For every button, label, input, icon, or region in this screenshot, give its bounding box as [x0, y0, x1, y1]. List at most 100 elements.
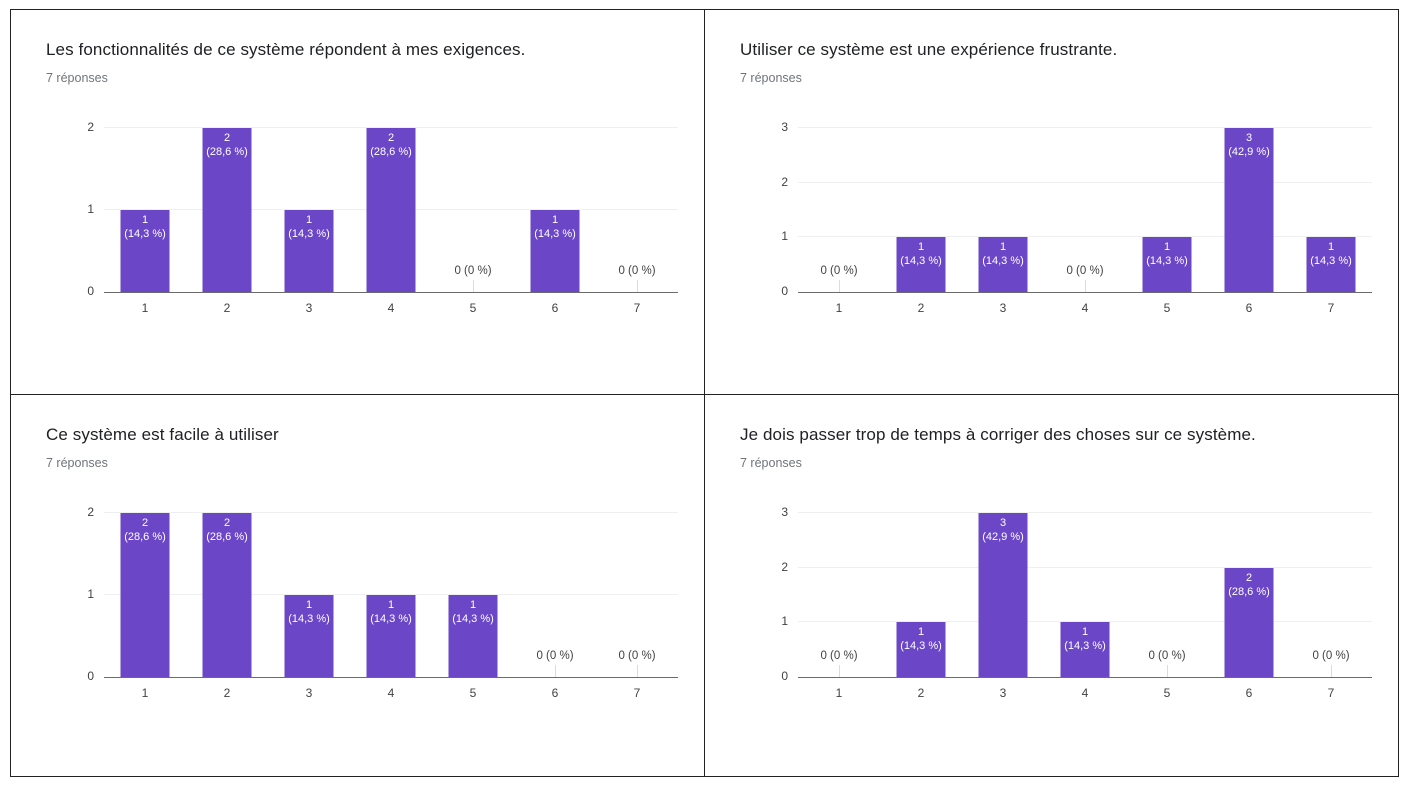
gridline: [798, 621, 1372, 623]
bar-count: 1: [917, 626, 925, 639]
bar-slots: 0 (0 %) 1 (14,3 %) 1 (14,3 %) 0 (0 %) 1 (14,3 %…: [798, 128, 1372, 292]
bar[interactable]: 2 (28,6 %): [120, 513, 170, 677]
bar-slot: 3 (42,9 %): [1208, 128, 1290, 292]
bar[interactable]: 1 (14,3 %): [284, 595, 334, 677]
bar-value-label: 1 (14,3 %): [1041, 625, 1130, 653]
x-tick-label: 2: [917, 301, 925, 315]
x-tick-label: 3: [999, 686, 1007, 700]
bar-value-label: 3 (42,9 %): [959, 516, 1048, 544]
bar-chart-plot: 0 1 2 1 (14,3 %) 2 (28,6 %) 1 (14,3 %) 2 (28,6 %) 0…: [87, 120, 678, 315]
x-tick-label: 2: [223, 686, 231, 700]
bar[interactable]: 1 (14,3 %): [1060, 622, 1110, 677]
chart-card-frustrating: Utiliser ce système est une expérience f…: [705, 10, 1398, 395]
x-tick-label: 6: [551, 686, 559, 700]
bar-value-label: 1 (14,3 %): [877, 240, 966, 268]
bar[interactable]: 1 (14,3 %): [120, 210, 170, 292]
zero-tick-mark: [637, 280, 638, 292]
bar-value-label: 1 (14,3 %): [265, 213, 354, 241]
bar-value-label: 1 (14,3 %): [101, 213, 190, 241]
gridline: [798, 181, 1372, 183]
bar-slot: 0 (0 %): [798, 128, 880, 292]
zero-value-label: 0 (0 %): [1312, 650, 1350, 662]
bar-count: 1: [1163, 241, 1171, 254]
bar-slot: 1 (14,3 %): [962, 128, 1044, 292]
bar-count: 1: [305, 214, 313, 226]
bar-count: 2: [223, 517, 231, 529]
zero-tick-mark: [839, 280, 840, 292]
response-count: 7 réponses: [740, 71, 802, 85]
zero-value-label: 0 (0 %): [618, 265, 656, 277]
x-tick-label: 1: [141, 301, 149, 315]
y-tick-label: 1: [781, 229, 788, 244]
bar[interactable]: 1 (14,3 %): [1306, 237, 1356, 292]
x-axis-labels: 1 2 3 4 5 6 7: [798, 686, 1372, 700]
bar[interactable]: 1 (14,3 %): [448, 595, 498, 677]
bar[interactable]: 1 (14,3 %): [530, 210, 580, 292]
bar-percentage: (42,9 %): [1228, 146, 1270, 158]
x-tick-label: 5: [469, 686, 477, 700]
x-tick-label: 6: [1245, 686, 1253, 700]
zero-value-label: 0 (0 %): [820, 265, 858, 277]
bar-slot: 1 (14,3 %): [1044, 513, 1126, 677]
bar-slot: 1 (14,3 %): [268, 513, 350, 677]
x-tick-label: 5: [1163, 301, 1171, 315]
y-tick-label: 2: [87, 505, 94, 519]
bar[interactable]: 2 (28,6 %): [202, 513, 252, 677]
bar-slot: 1 (14,3 %): [268, 128, 350, 292]
x-tick-label: 7: [1327, 301, 1335, 315]
y-tick-label: 0: [781, 284, 788, 298]
gridline: [104, 594, 678, 595]
gridline: [798, 236, 1372, 238]
bar-count: 2: [223, 132, 231, 144]
x-tick-label: 1: [835, 301, 843, 315]
bar[interactable]: 1 (14,3 %): [366, 595, 416, 677]
bar-count: 2: [387, 132, 395, 144]
bar[interactable]: 3 (42,9 %): [1224, 128, 1274, 292]
bar-value-label: 1 (14,3 %): [1287, 240, 1376, 268]
bar-count: 3: [999, 517, 1007, 529]
chart-card-functionality: Les fonctionnalités de ce système répond…: [11, 10, 705, 395]
bar-slot: 1 (14,3 %): [1126, 128, 1208, 292]
bar-slot: 2 (28,6 %): [350, 128, 432, 292]
zero-value-label: 0 (0 %): [454, 265, 492, 277]
question-title: Ce système est facile à utiliser: [46, 425, 279, 444]
bar-slots: 0 (0 %) 1 (14,3 %) 3 (42,9 %) 1 (14,3 %) 0 (0 %…: [798, 513, 1372, 677]
bar-percentage: (14,3 %): [534, 228, 576, 240]
bar[interactable]: 1 (14,3 %): [284, 210, 334, 292]
response-count: 7 réponses: [740, 456, 802, 470]
zero-value-label: 0 (0 %): [1148, 650, 1186, 662]
bar-slot: 1 (14,3 %): [880, 513, 962, 677]
x-tick-label: 4: [1081, 686, 1089, 700]
x-axis-labels: 1 2 3 4 5 6 7: [104, 686, 678, 700]
bar[interactable]: 1 (14,3 %): [1142, 237, 1192, 292]
x-axis-labels: 1 2 3 4 5 6 7: [104, 301, 678, 315]
y-tick-label: 2: [781, 174, 788, 189]
x-axis-line: [798, 676, 1372, 678]
bar-percentage: (14,3 %): [370, 613, 412, 625]
response-count: 7 réponses: [46, 71, 108, 85]
gridline: [104, 512, 678, 513]
bar-count: 3: [1245, 132, 1253, 144]
y-tick-label: 2: [87, 120, 94, 134]
bar[interactable]: 2 (28,6 %): [202, 128, 252, 292]
bar-slot: 0 (0 %): [514, 513, 596, 677]
y-tick-label: 2: [781, 559, 788, 574]
bar-slot: 0 (0 %): [596, 513, 678, 677]
x-axis-line: [798, 291, 1372, 293]
bar[interactable]: 2 (28,6 %): [1224, 567, 1274, 677]
bar-value-label: 2 (28,6 %): [101, 516, 190, 544]
gridline: [104, 127, 678, 128]
bar[interactable]: 1 (14,3 %): [978, 237, 1028, 292]
bar-count: 1: [1327, 241, 1335, 254]
bar-percentage: (28,6 %): [1228, 585, 1270, 598]
bar-chart-plot: 0 1 2 2 (28,6 %) 2 (28,6 %) 1 (14,3 %) 1 (14,3 %) 1…: [87, 505, 678, 700]
bar[interactable]: 1 (14,3 %): [896, 237, 946, 292]
bar[interactable]: 1 (14,3 %): [896, 622, 946, 677]
bar[interactable]: 2 (28,6 %): [366, 128, 416, 292]
bar-slot: 2 (28,6 %): [186, 513, 268, 677]
bar-slot: 0 (0 %): [798, 513, 880, 677]
bar-slot: 2 (28,6 %): [1208, 513, 1290, 677]
bar[interactable]: 3 (42,9 %): [978, 513, 1028, 677]
bar-value-label: 3 (42,9 %): [1205, 131, 1294, 159]
x-axis-labels: 1 2 3 4 5 6 7: [798, 301, 1372, 315]
